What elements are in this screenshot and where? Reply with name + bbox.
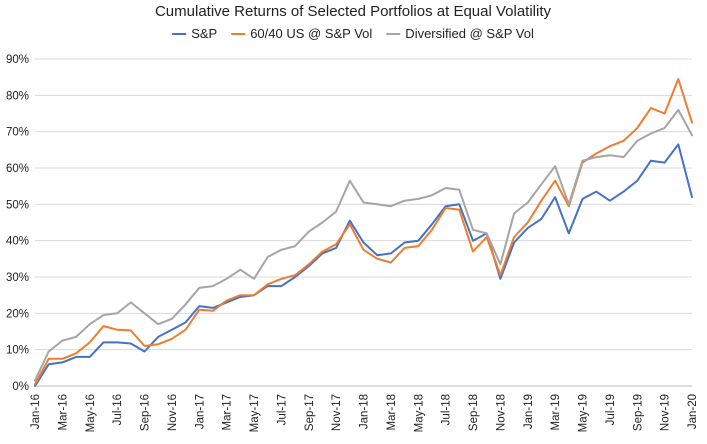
x-tick-label: Sep-16 [140, 394, 152, 431]
series-line-1 [34, 143, 693, 387]
y-tick-label: 80% [6, 90, 29, 102]
x-tick-label: Mar-19 [550, 394, 562, 430]
x-tick-label: Nov-16 [167, 394, 179, 431]
series-line-2 [34, 78, 693, 386]
chart-title: Cumulative Returns of Selected Portfolio… [155, 3, 552, 20]
y-tick-label: 70% [6, 127, 29, 139]
x-tick-label: May-16 [85, 394, 97, 432]
chart-legend: S&P 60/40 US @ S&P Vol Diversified @ S&P V… [172, 26, 534, 41]
y-tick-label: 50% [6, 199, 29, 211]
series-lines [34, 78, 693, 387]
legend-item-3: Diversified @ S&P Vol [386, 26, 534, 41]
y-tick-label: 90% [6, 54, 29, 66]
y-tick-label: 30% [6, 272, 29, 284]
x-tick-label: Sep-17 [304, 394, 316, 431]
x-tick-label: Jul-18 [441, 394, 453, 425]
x-tick-label: Jul-19 [605, 394, 617, 425]
x-tick-label: May-18 [413, 394, 425, 432]
x-tick-label: Mar-18 [386, 394, 398, 430]
legend-label: 60/40 US @ S&P Vol [250, 26, 372, 41]
y-tick-label: 60% [6, 163, 29, 175]
y-axis: 0% 10% 20% 30% 40% 50% 60% 70% 80% 90% [6, 54, 29, 393]
x-tick-label: Jul-16 [112, 394, 124, 425]
x-tick-label: Sep-18 [468, 394, 480, 431]
x-tick-label: Jul-17 [276, 394, 288, 425]
x-tick-label: Sep-19 [632, 394, 644, 431]
legend-item-1: S&P [172, 26, 217, 41]
x-tick-label: Nov-17 [331, 394, 343, 431]
x-tick-label: Mar-17 [222, 394, 234, 430]
x-tick-label: Mar-16 [57, 394, 69, 430]
y-tick-label: 10% [6, 345, 29, 357]
y-tick-label: 40% [6, 236, 29, 248]
grid-lines [35, 58, 692, 387]
series-line-3 [34, 108, 693, 382]
x-axis: Jan-16 Mar-16 May-16 Jul-16 Sep-16 Nov-16 Jan-… [30, 394, 699, 432]
y-tick-label: 0% [12, 381, 29, 393]
y-tick-label: 20% [6, 308, 29, 320]
x-tick-label: Jan-18 [359, 394, 371, 429]
x-tick-label: Jan-16 [30, 394, 42, 429]
x-tick-label: Jan-20 [687, 394, 699, 429]
legend-label: Diversified @ S&P Vol [405, 26, 534, 41]
legend-item-2: 60/40 US @ S&P Vol [231, 26, 372, 41]
x-tick-label: Nov-19 [660, 394, 672, 431]
legend-label: S&P [191, 26, 217, 41]
x-tick-label: Jan-17 [194, 394, 206, 429]
x-tick-label: May-19 [578, 394, 590, 432]
x-tick-label: Jan-19 [523, 394, 535, 429]
x-tick-label: Nov-18 [495, 394, 507, 431]
x-tick-label: May-17 [249, 394, 261, 432]
